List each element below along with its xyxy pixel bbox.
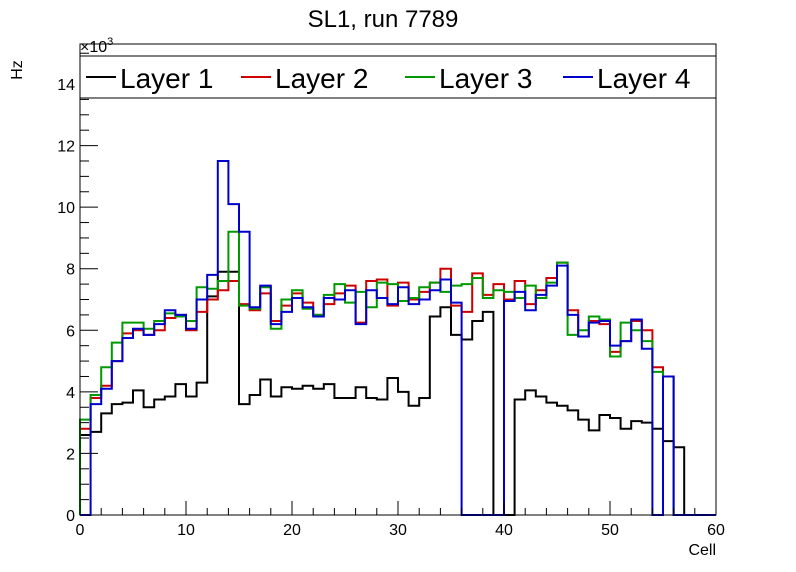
legend-label-3: Layer 3 xyxy=(439,63,532,94)
legend-label-1: Layer 1 xyxy=(120,63,213,94)
x-tick-label: 50 xyxy=(601,522,619,539)
x-tick-label: 0 xyxy=(76,522,85,539)
series-line-1 xyxy=(79,270,716,516)
x-tick-label: 10 xyxy=(177,522,195,539)
legend-label-2: Layer 2 xyxy=(275,63,368,94)
chart-title: SL1, run 7789 xyxy=(308,6,459,33)
y-multiplier-exponent: 3 xyxy=(107,36,113,48)
y-tick-label: 6 xyxy=(66,323,75,340)
y-multiplier-base: ×10 xyxy=(80,39,107,56)
series-line-3 xyxy=(79,230,716,516)
y-tick-label: 2 xyxy=(66,446,75,463)
y-tick-label: 12 xyxy=(57,139,75,156)
legend-box xyxy=(79,55,717,99)
series-line-4 xyxy=(80,159,716,516)
plot-frame xyxy=(79,43,717,516)
y-tick-label: 0 xyxy=(66,508,75,525)
y-tick-label: 4 xyxy=(66,385,75,402)
y-tick-label: 14 xyxy=(57,77,75,94)
axes: 0 10 20 30 40 50 60 0 2 4 6 8 10 12 14 xyxy=(57,43,725,539)
x-tick-label: 20 xyxy=(283,522,301,539)
x-tick-label: 60 xyxy=(707,522,725,539)
y-tick-label: 10 xyxy=(57,200,75,217)
legend-label-4: Layer 4 xyxy=(597,63,690,94)
y-axis-label: Hz xyxy=(9,60,26,80)
legend: Layer 1 Layer 2 Layer 3 Layer 4 xyxy=(79,55,717,99)
x-axis-label: Cell xyxy=(688,542,716,559)
plot-area xyxy=(79,159,716,516)
y-tick-label: 8 xyxy=(66,262,75,279)
y-multiplier-label: ×103 xyxy=(80,36,113,56)
x-tick-label: 40 xyxy=(495,522,513,539)
x-tick-label: 30 xyxy=(389,522,407,539)
